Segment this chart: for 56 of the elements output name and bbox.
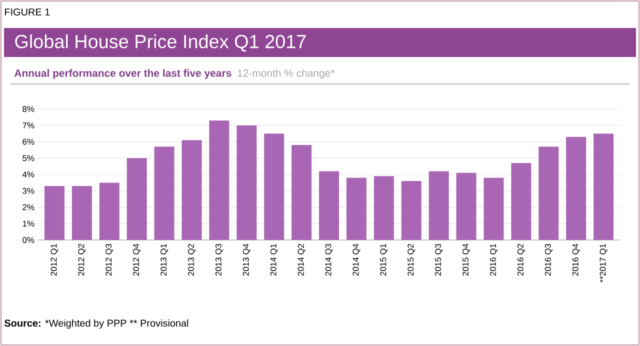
y-tick-label: 2% [22,204,34,210]
x-tick-label: 2013 Q4 [242,244,250,276]
bar [236,125,257,240]
bar [209,120,230,240]
bar [346,178,366,240]
x-tick-label: 2012 Q3 [106,244,114,276]
bar [428,171,449,240]
bar [484,178,504,240]
bar [99,182,120,240]
x-tick-label: 2014 Q4 [352,244,360,276]
bar [374,176,394,240]
x-tick-label: 2015 Q1 [380,244,388,276]
x-tick-label: 2015 Q3 [435,244,443,276]
y-tick-label: 3% [22,188,34,194]
bar [292,145,312,240]
x-tick-label: 2012 Q2 [78,244,86,276]
chart-title: Global House Price Index Q1 2017 [15,34,306,52]
x-tick-label: 2013 Q3 [215,244,223,276]
x-tick-label: 2014 Q3 [325,244,333,276]
bar [44,186,64,240]
bar [511,163,532,240]
y-tick-label: 4% [22,172,34,178]
x-tick-label: 2016 Q4 [572,244,580,276]
x-tick-label: 2013 Q2 [188,244,196,276]
bar [456,172,476,240]
y-tick-label: 0% [22,237,34,243]
bar [594,134,614,240]
bar [72,186,92,240]
x-tick-label: 2014 Q2 [298,244,306,276]
text: Source: *Weighted by PPP ** Provisional [4,319,188,329]
y-tick-label: 8% [22,106,34,112]
bar [264,134,284,240]
x-tick-label: 2012 Q4 [133,244,141,276]
chart-subtitle: Annual performance over the last five years [14,69,232,79]
x-tick-label: 2015 Q2 [408,244,416,276]
bar [154,146,174,240]
x-tick-label: 2015 Q4 [462,244,470,276]
x-tick-label: 2016 Q2 [517,244,525,276]
x-tick-label: **2017 Q1 [600,244,608,282]
y-tick-label: 5% [22,155,34,162]
x-tick-label: 2013 Q1 [160,244,168,276]
x-tick-label: 2014 Q1 [270,244,278,276]
y-tick-label: 7% [22,122,34,128]
bar [319,171,340,240]
y-tick-label: 6% [22,138,34,145]
x-tick-label: 2012 Q1 [50,244,58,276]
bar [538,146,559,240]
y-axis-title: 12-month % change* [238,69,335,79]
bar [566,136,586,240]
x-tick-label: 2016 Q3 [544,244,552,276]
x-tick-label: 2016 Q1 [490,244,498,276]
bar [401,181,422,240]
y-tick-label: 1% [22,220,34,227]
caption: FIGURE 1 [5,8,50,16]
bar [182,140,202,240]
bar [126,158,147,240]
